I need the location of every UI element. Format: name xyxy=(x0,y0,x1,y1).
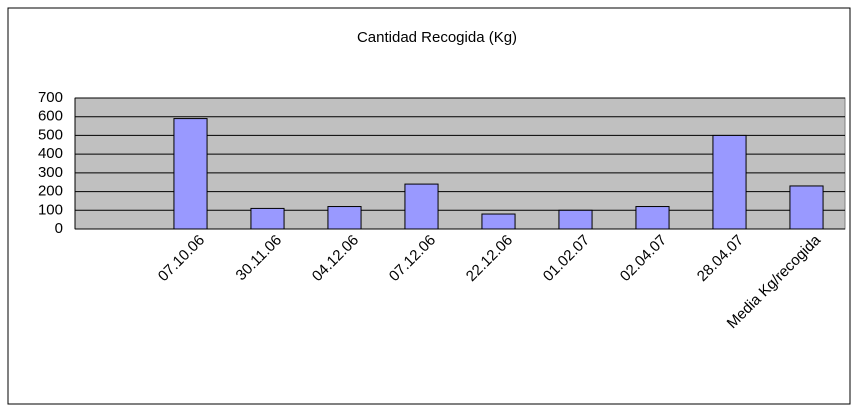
bar xyxy=(173,118,208,230)
bar xyxy=(712,134,747,230)
y-tick-label: 300 xyxy=(38,164,63,181)
y-tick-label: 600 xyxy=(38,108,63,125)
chart-title: Cantidad Recogida (Kg) xyxy=(357,29,517,46)
bar xyxy=(250,207,285,230)
bar xyxy=(481,213,516,230)
bar xyxy=(404,183,439,230)
y-tick-label: 200 xyxy=(38,183,63,200)
bar xyxy=(635,206,670,230)
bar xyxy=(327,206,362,230)
bar xyxy=(558,209,593,230)
y-tick-label: 500 xyxy=(38,126,63,143)
y-tick-label: 0 xyxy=(55,220,63,237)
y-tick-label: 100 xyxy=(38,201,63,218)
bar xyxy=(789,185,824,230)
y-tick-label: 400 xyxy=(38,145,63,162)
y-tick-label: 700 xyxy=(38,89,63,106)
